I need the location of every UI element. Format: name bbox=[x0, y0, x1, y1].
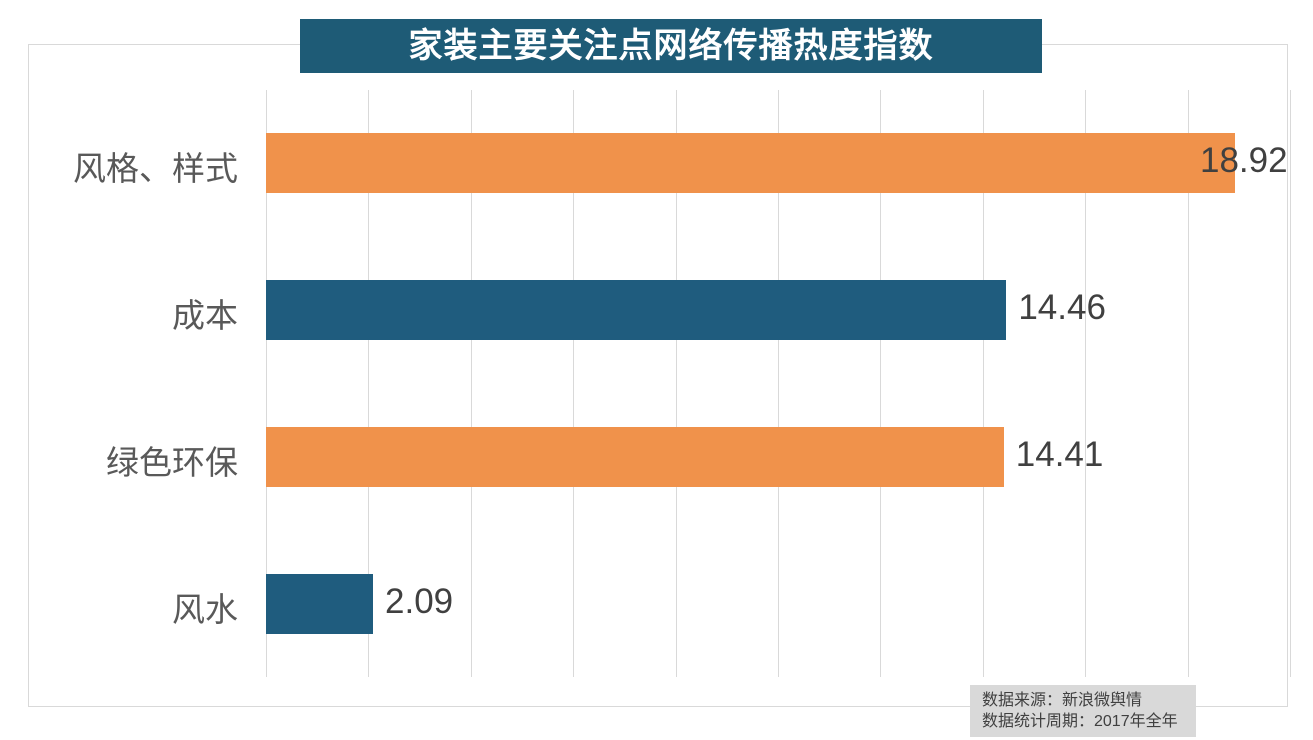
data-source-line: 数据统计周期：2017年全年 bbox=[982, 713, 1178, 730]
bar bbox=[266, 426, 1004, 487]
value-label: 14.41 bbox=[1015, 434, 1104, 474]
bar bbox=[266, 280, 1007, 341]
category-label: 绿色环保 bbox=[106, 443, 238, 481]
value-label: 14.46 bbox=[1018, 288, 1106, 328]
gridline bbox=[573, 90, 575, 677]
gridline bbox=[880, 90, 882, 677]
bar bbox=[266, 133, 1235, 194]
gridline bbox=[778, 90, 779, 677]
bar bbox=[266, 573, 373, 634]
category-label: 风水 bbox=[172, 590, 238, 628]
data-source-line: 数据来源：新浪微舆情 bbox=[982, 692, 1143, 709]
gridline bbox=[1187, 90, 1189, 677]
gridline bbox=[1290, 90, 1291, 677]
value-label: 18.92 bbox=[1200, 141, 1288, 181]
value-label: 2.09 bbox=[385, 581, 454, 621]
gridline bbox=[368, 90, 370, 677]
gridline bbox=[982, 90, 984, 677]
category-label: 风格、样式 bbox=[73, 150, 238, 188]
gridline bbox=[266, 90, 267, 677]
gridline bbox=[470, 90, 472, 677]
data-source-box: 数据来源：新浪微舆情 数据统计周期：2017年全年 bbox=[970, 685, 1196, 737]
gridline bbox=[1085, 90, 1087, 677]
chart-title: 家装主要关注点网络传播热度指数 bbox=[300, 19, 1042, 73]
category-label: 成本 bbox=[172, 297, 238, 335]
gridline bbox=[675, 90, 677, 677]
